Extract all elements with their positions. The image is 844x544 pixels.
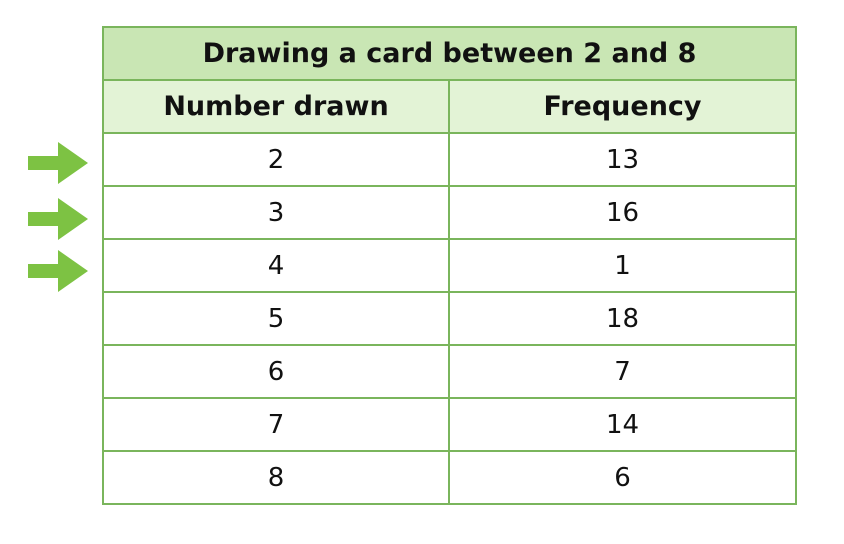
frequency-cell: 18 [447,291,798,346]
frequency-cell: 13 [447,132,798,187]
arrow-right-icon [28,142,88,184]
table-row: 4 1 [102,238,798,293]
column-header-number-drawn: Number drawn [102,79,450,134]
number-drawn-cell: 6 [102,344,450,399]
frequency-cell: 14 [447,397,798,452]
arrow-right-icon [28,198,88,240]
table-row: 3 16 [102,185,798,240]
number-drawn-cell: 5 [102,291,450,346]
table-row: 8 6 [102,450,798,505]
table-row: 5 18 [102,291,798,346]
number-drawn-cell: 4 [102,238,450,293]
arrow-right-icon [28,250,88,292]
number-drawn-cell: 3 [102,185,450,240]
column-header-frequency: Frequency [447,79,798,134]
frequency-table: Drawing a card between 2 and 8 Number dr… [101,26,798,505]
frequency-cell: 6 [447,450,798,505]
table-row: 6 7 [102,344,798,399]
frequency-cell: 1 [447,238,798,293]
table-row: 7 14 [102,397,798,452]
table-title-row: Drawing a card between 2 and 8 [101,26,798,81]
number-drawn-cell: 7 [102,397,450,452]
table-title: Drawing a card between 2 and 8 [101,26,798,81]
frequency-table-container: Drawing a card between 2 and 8 Number dr… [101,26,798,505]
number-drawn-cell: 8 [102,450,450,505]
table-row: 2 13 [102,132,798,187]
number-drawn-cell: 2 [102,132,450,187]
frequency-cell: 7 [447,344,798,399]
table-header-row: Number drawn Frequency [102,79,798,134]
frequency-cell: 16 [447,185,798,240]
